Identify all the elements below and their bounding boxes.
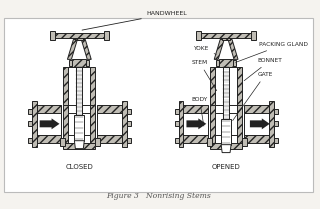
Bar xyxy=(97,113,127,135)
Text: OPENED: OPENED xyxy=(212,164,241,171)
FancyArrow shape xyxy=(40,118,60,129)
Text: CLOSED: CLOSED xyxy=(66,164,93,171)
Text: GATE: GATE xyxy=(233,72,273,121)
Bar xyxy=(97,135,127,143)
Bar xyxy=(174,138,179,143)
Bar xyxy=(179,113,208,135)
Bar xyxy=(210,105,215,143)
Bar xyxy=(237,67,242,105)
Text: BODY: BODY xyxy=(191,97,208,126)
Bar xyxy=(60,138,66,146)
Text: Figure 3   Nonrising Stems: Figure 3 Nonrising Stems xyxy=(106,192,211,200)
Bar xyxy=(76,67,82,115)
Bar xyxy=(210,67,215,105)
Bar xyxy=(233,60,236,66)
Bar xyxy=(50,31,54,40)
Bar xyxy=(32,135,61,143)
Bar xyxy=(242,138,247,146)
Bar xyxy=(28,109,32,114)
Bar xyxy=(221,119,231,145)
Bar xyxy=(174,121,179,126)
Bar xyxy=(104,31,109,40)
Bar xyxy=(50,33,109,38)
Bar xyxy=(63,105,68,143)
Polygon shape xyxy=(214,40,224,59)
Bar xyxy=(28,121,32,126)
Bar xyxy=(122,101,127,147)
Bar xyxy=(196,33,256,38)
Bar xyxy=(90,105,95,143)
Bar xyxy=(269,101,274,147)
Bar xyxy=(215,67,237,105)
Bar xyxy=(207,138,212,146)
Bar xyxy=(222,33,230,40)
Bar xyxy=(69,60,72,66)
Text: HANDWHEEL: HANDWHEEL xyxy=(82,11,188,30)
Bar xyxy=(32,105,61,113)
Bar xyxy=(223,67,229,119)
Text: PACKING GLAND: PACKING GLAND xyxy=(236,42,308,62)
Bar xyxy=(63,143,95,149)
Bar xyxy=(244,135,274,143)
Bar xyxy=(179,101,183,147)
Polygon shape xyxy=(81,40,91,59)
Polygon shape xyxy=(221,145,231,153)
Bar xyxy=(179,135,208,143)
Polygon shape xyxy=(68,40,77,59)
Bar xyxy=(196,31,201,40)
Bar xyxy=(76,33,83,40)
Bar xyxy=(274,121,278,126)
Bar xyxy=(90,67,95,105)
Bar xyxy=(68,67,90,105)
Bar xyxy=(32,101,37,147)
Bar xyxy=(179,105,208,113)
Bar xyxy=(210,143,242,149)
FancyArrow shape xyxy=(187,118,206,129)
Bar xyxy=(244,113,274,135)
Text: YOKE: YOKE xyxy=(193,46,216,54)
Bar xyxy=(127,138,131,143)
Bar xyxy=(219,59,233,67)
Bar xyxy=(63,67,68,105)
Bar xyxy=(72,59,86,67)
Bar xyxy=(32,113,61,135)
Bar xyxy=(251,31,256,40)
Bar xyxy=(4,18,313,192)
Text: STEM: STEM xyxy=(191,60,217,91)
Bar xyxy=(237,105,242,143)
Polygon shape xyxy=(74,141,84,149)
Text: BONNET: BONNET xyxy=(244,58,283,81)
Bar xyxy=(28,138,32,143)
FancyArrow shape xyxy=(250,118,270,129)
Bar xyxy=(216,60,219,66)
Bar xyxy=(95,138,100,146)
Bar xyxy=(274,138,278,143)
Bar xyxy=(86,60,89,66)
Bar xyxy=(244,105,274,113)
Bar xyxy=(74,115,84,141)
Bar xyxy=(215,113,237,135)
Bar xyxy=(68,113,90,135)
Bar xyxy=(174,109,179,114)
Bar xyxy=(97,105,127,113)
Bar xyxy=(127,121,131,126)
Bar xyxy=(274,109,278,114)
Polygon shape xyxy=(228,40,238,59)
Bar xyxy=(127,109,131,114)
